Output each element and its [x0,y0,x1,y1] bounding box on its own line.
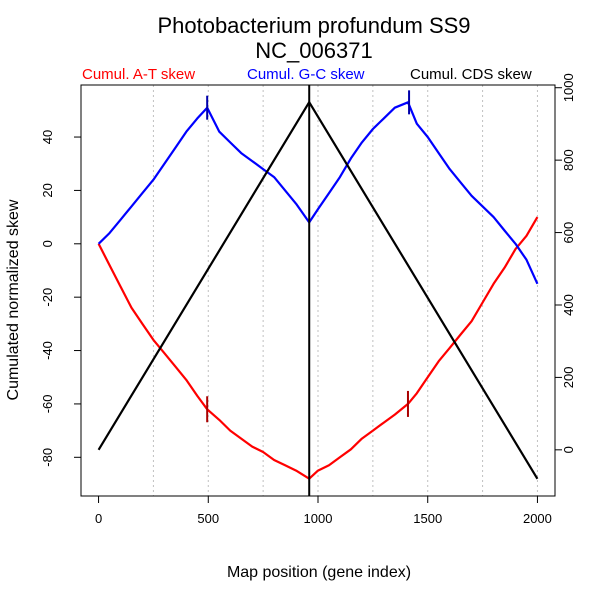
y-right-tick-label-1: 200 [561,367,576,389]
y-right-tick-label-0: 0 [561,446,576,453]
y-right-tick-label-5: 1000 [561,73,576,102]
axes-group: 0 500 1000 1500 2000-80-60-40-20020400200400… [40,73,576,526]
x-tick-label-0: 0 [95,511,102,526]
x-tick-label-1: 500 [197,511,219,526]
y-axis-label-left: Cumulated normalized skew [5,199,22,400]
series-line-cumul-g-c-skew [97,101,539,285]
y-right-tick-label-2: 400 [561,294,576,316]
x-tick-label-4: 2000 [523,511,552,526]
x-tick-label-3: 1500 [413,511,442,526]
decor-group [206,85,411,496]
y-left-tick-label-6: 40 [40,130,55,144]
y-right-tick-label-4: 800 [561,149,576,171]
series-line-cumul-a-t-skew [97,216,539,480]
y-left-tick-label-5: 20 [40,183,55,197]
y-left-tick-label-3: -20 [40,288,55,307]
legend-at-skew: Cumul. A-T skew [82,66,195,83]
grid-lines [152,85,538,496]
y-left-tick-label-2: -40 [40,341,55,360]
legend-cds-skew: Cumul. CDS skew [410,66,532,83]
y-left-tick-label-1: -60 [40,395,55,414]
chart-title: Photobacterium profundum SS9 [157,13,470,38]
y-left-tick-label-4: 0 [40,240,55,247]
legend-gc-skew: Cumul. G-C skew [247,66,365,83]
y-left-tick-label-0: -80 [40,448,55,467]
x-tick-label-2: 1000 [304,511,333,526]
x-axis-label: Map position (gene index) [227,564,411,581]
y-right-tick-label-3: 600 [561,222,576,244]
chart-subtitle: NC_006371 [255,38,372,63]
